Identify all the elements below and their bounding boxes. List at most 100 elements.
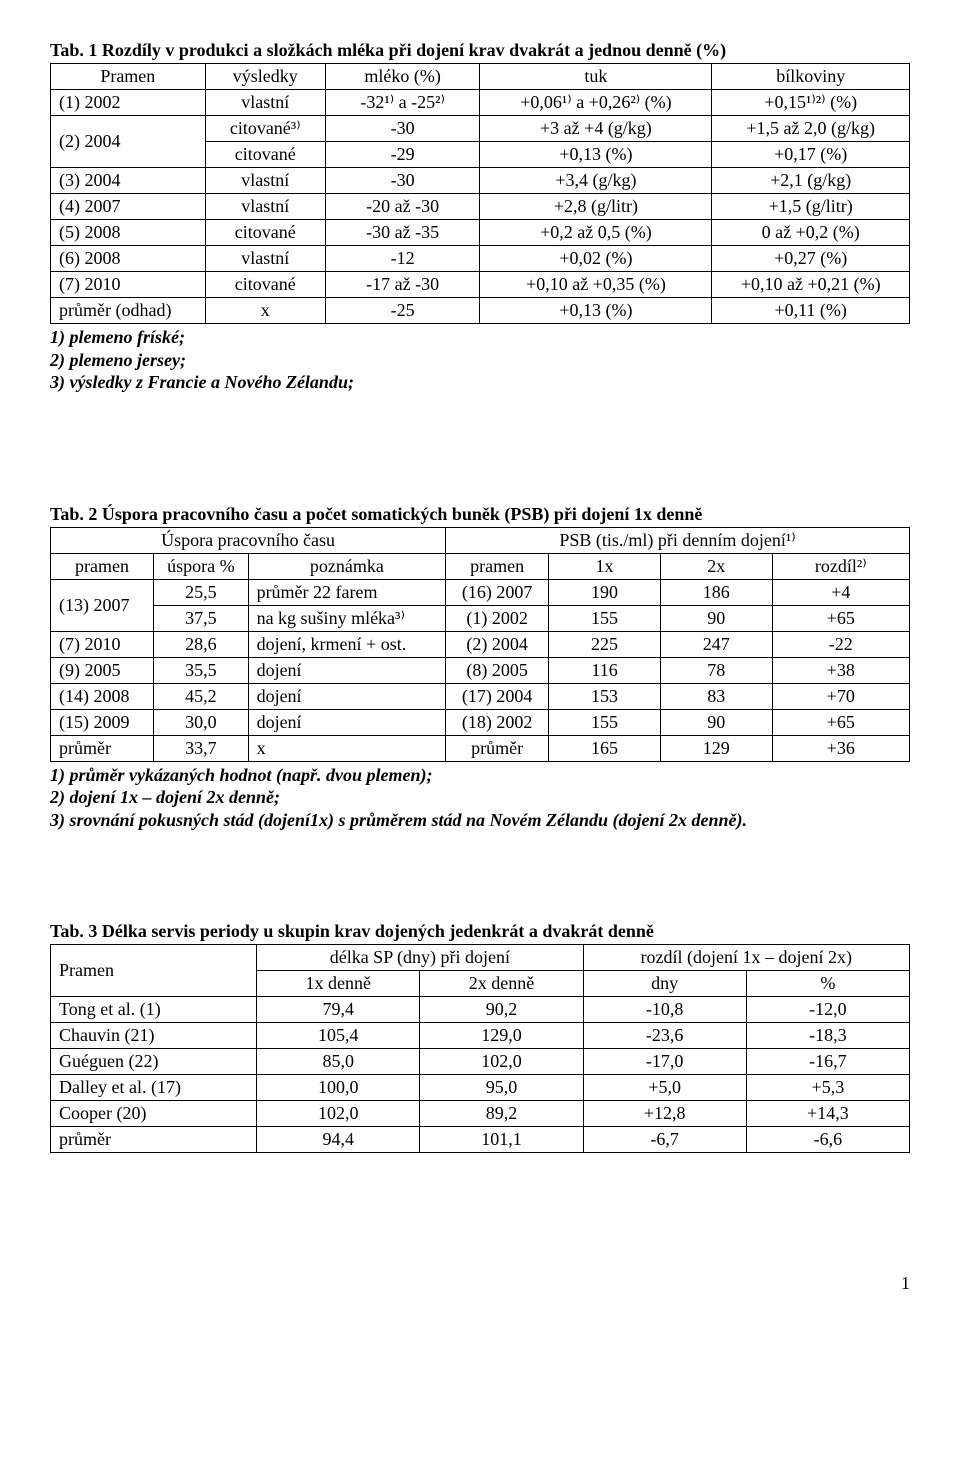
table2-header-left: Úspora pracovního času	[51, 527, 446, 553]
table-cell: 225	[549, 631, 661, 657]
table-cell: -30	[325, 116, 480, 142]
table-cell: 102,0	[257, 1101, 420, 1127]
table-cell: průměr	[51, 1127, 257, 1153]
table-cell: 83	[660, 683, 772, 709]
table-cell: 186	[660, 579, 772, 605]
table-cell: dojení	[248, 709, 446, 735]
table-cell: +70	[772, 683, 909, 709]
table-header-cell: 1x denně	[257, 971, 420, 997]
table-cell: 90	[660, 605, 772, 631]
table-header-cell: pramen	[446, 553, 549, 579]
table2-title: Tab. 2 Úspora pracovního času a počet so…	[50, 504, 910, 525]
table-header-cell: 1x	[549, 553, 661, 579]
table-cell: (2) 2004	[446, 631, 549, 657]
table-cell: 165	[549, 735, 661, 761]
table-cell: -30	[325, 168, 480, 194]
table-cell: +1,5 (g/litr)	[712, 194, 910, 220]
table-header-cell: 2x	[660, 553, 772, 579]
table-cell: 95,0	[420, 1075, 583, 1101]
table-cell: -30 až -35	[325, 220, 480, 246]
table-cell: 100,0	[257, 1075, 420, 1101]
table-cell: citované	[205, 272, 325, 298]
table-cell: Dalley et al. (17)	[51, 1075, 257, 1101]
table-cell: (1) 2002	[51, 90, 206, 116]
table-cell: (8) 2005	[446, 657, 549, 683]
table-cell: -6,6	[746, 1127, 909, 1153]
table-cell: průměr	[446, 735, 549, 761]
table3-header-col1: Pramen	[51, 945, 257, 997]
table-cell: dojení, krmení + ost.	[248, 631, 446, 657]
table-cell: 155	[549, 605, 661, 631]
table-cell: průměr (odhad)	[51, 298, 206, 324]
table-cell: 90,2	[420, 997, 583, 1023]
table-cell: 45,2	[154, 683, 248, 709]
table-cell: +0,13 (%)	[480, 298, 712, 324]
table-cell: Cooper (20)	[51, 1101, 257, 1127]
table-cell: x	[248, 735, 446, 761]
table-cell: 94,4	[257, 1127, 420, 1153]
table-header-cell: bílkoviny	[712, 64, 910, 90]
table-cell: -16,7	[746, 1049, 909, 1075]
table-header-cell: výsledky	[205, 64, 325, 90]
table-cell: 247	[660, 631, 772, 657]
table2-footnotes: 1) průměr vykázaných hodnot (např. dvou …	[50, 764, 910, 832]
table-cell: 153	[549, 683, 661, 709]
table-header-cell: rozdíl²⁾	[772, 553, 909, 579]
table-cell: +0,06¹⁾ a +0,26²⁾ (%)	[480, 90, 712, 116]
table-cell: 78	[660, 657, 772, 683]
table-cell: 0 až +0,2 (%)	[712, 220, 910, 246]
table2: Úspora pracovního času PSB (tis./ml) při…	[50, 527, 910, 762]
table-header-cell: mléko (%)	[325, 64, 480, 90]
table-cell: +0,02 (%)	[480, 246, 712, 272]
table-cell: -10,8	[583, 997, 746, 1023]
table-cell: citované	[205, 142, 325, 168]
table-cell: +3 až +4 (g/kg)	[480, 116, 712, 142]
table1: Pramenvýsledkymléko (%)tukbílkoviny (1) …	[50, 63, 910, 324]
table-cell: (4) 2007	[51, 194, 206, 220]
table-header-cell: %	[746, 971, 909, 997]
table-cell: +5,0	[583, 1075, 746, 1101]
table-cell: +2,8 (g/litr)	[480, 194, 712, 220]
table-cell: +0,11 (%)	[712, 298, 910, 324]
table-cell: 101,1	[420, 1127, 583, 1153]
table-cell: (5) 2008	[51, 220, 206, 246]
table-cell: (7) 2010	[51, 272, 206, 298]
table-cell: (15) 2009	[51, 709, 154, 735]
table-header-cell: dny	[583, 971, 746, 997]
table-cell: +0,17 (%)	[712, 142, 910, 168]
table-header-cell: pramen	[51, 553, 154, 579]
table-header-cell: úspora %	[154, 553, 248, 579]
table1-footnotes: 1) plemeno fríské;2) plemeno jersey;3) v…	[50, 326, 910, 394]
table-cell: -17 až -30	[325, 272, 480, 298]
table-cell: 37,5	[154, 605, 248, 631]
table-cell: +2,1 (g/kg)	[712, 168, 910, 194]
table-cell: na kg sušiny mléka³⁾	[248, 605, 446, 631]
table-cell: (7) 2010	[51, 631, 154, 657]
page-number: 1	[50, 1273, 910, 1294]
table-cell: 102,0	[420, 1049, 583, 1075]
table-cell: Chauvin (21)	[51, 1023, 257, 1049]
table-cell: průměr 22 farem	[248, 579, 446, 605]
table-cell: 85,0	[257, 1049, 420, 1075]
table3: Pramen délka SP (dny) při dojení rozdíl …	[50, 944, 910, 1153]
table-cell: +0,10 až +0,21 (%)	[712, 272, 910, 298]
table-cell: -22	[772, 631, 909, 657]
table-cell: (3) 2004	[51, 168, 206, 194]
table-cell: -25	[325, 298, 480, 324]
table-header-cell: Pramen	[51, 64, 206, 90]
table-cell: 90	[660, 709, 772, 735]
table-cell: -12,0	[746, 997, 909, 1023]
table-cell: (6) 2008	[51, 246, 206, 272]
table-cell: x	[205, 298, 325, 324]
table-cell: 155	[549, 709, 661, 735]
table-cell: (18) 2002	[446, 709, 549, 735]
table3-title: Tab. 3 Délka servis periody u skupin kra…	[50, 921, 910, 942]
table-cell: (2) 2004	[51, 116, 206, 168]
table-cell: vlastní	[205, 90, 325, 116]
table-cell: -17,0	[583, 1049, 746, 1075]
table-cell: 28,6	[154, 631, 248, 657]
table-cell: citované³⁾	[205, 116, 325, 142]
table-cell: +0,2 až 0,5 (%)	[480, 220, 712, 246]
table-header-cell: 2x denně	[420, 971, 583, 997]
table-cell: dojení	[248, 657, 446, 683]
